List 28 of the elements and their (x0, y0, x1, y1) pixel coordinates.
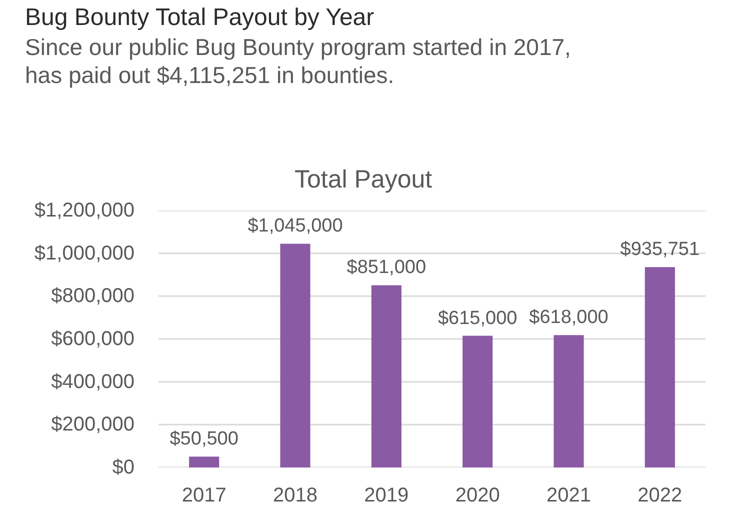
y-tick-label: $1,000,000 (34, 242, 135, 264)
bar (371, 285, 402, 468)
y-tick-label: $200,000 (51, 414, 135, 436)
y-tick-label: $800,000 (51, 285, 135, 308)
bar (644, 267, 675, 468)
x-tick-label: 2018 (273, 484, 318, 507)
y-tick-label: $600,000 (51, 328, 135, 350)
x-tick-label: 2021 (546, 484, 592, 507)
data-label: $851,000 (346, 257, 426, 278)
data-label: $618,000 (529, 307, 608, 328)
y-tick-label: $0 (112, 456, 135, 479)
data-label: $1,045,000 (248, 216, 343, 237)
text: Total Payout (294, 166, 432, 194)
y-tick-label: $400,000 (51, 370, 135, 393)
x-tick-label: 2019 (364, 484, 409, 507)
x-tick-label: 2022 (638, 484, 682, 507)
data-label: $615,000 (438, 308, 518, 329)
bar (462, 336, 493, 468)
data-label: $50,500 (170, 428, 238, 450)
bar (280, 244, 310, 468)
x-tick-label: 2017 (182, 484, 226, 507)
bar (189, 456, 220, 468)
chart-title: Bug Bounty Total Payout by Year (25, 4, 374, 32)
bar (554, 335, 584, 468)
y-tick-label: $1,200,000 (34, 200, 135, 222)
data-label: $935,751 (620, 239, 700, 260)
x-tick-label: 2020 (455, 484, 500, 507)
chart-subtitle: Since our public Bug Bounty program started in 2017, has paid out $4,115,251 in bounties. (25, 32, 571, 90)
